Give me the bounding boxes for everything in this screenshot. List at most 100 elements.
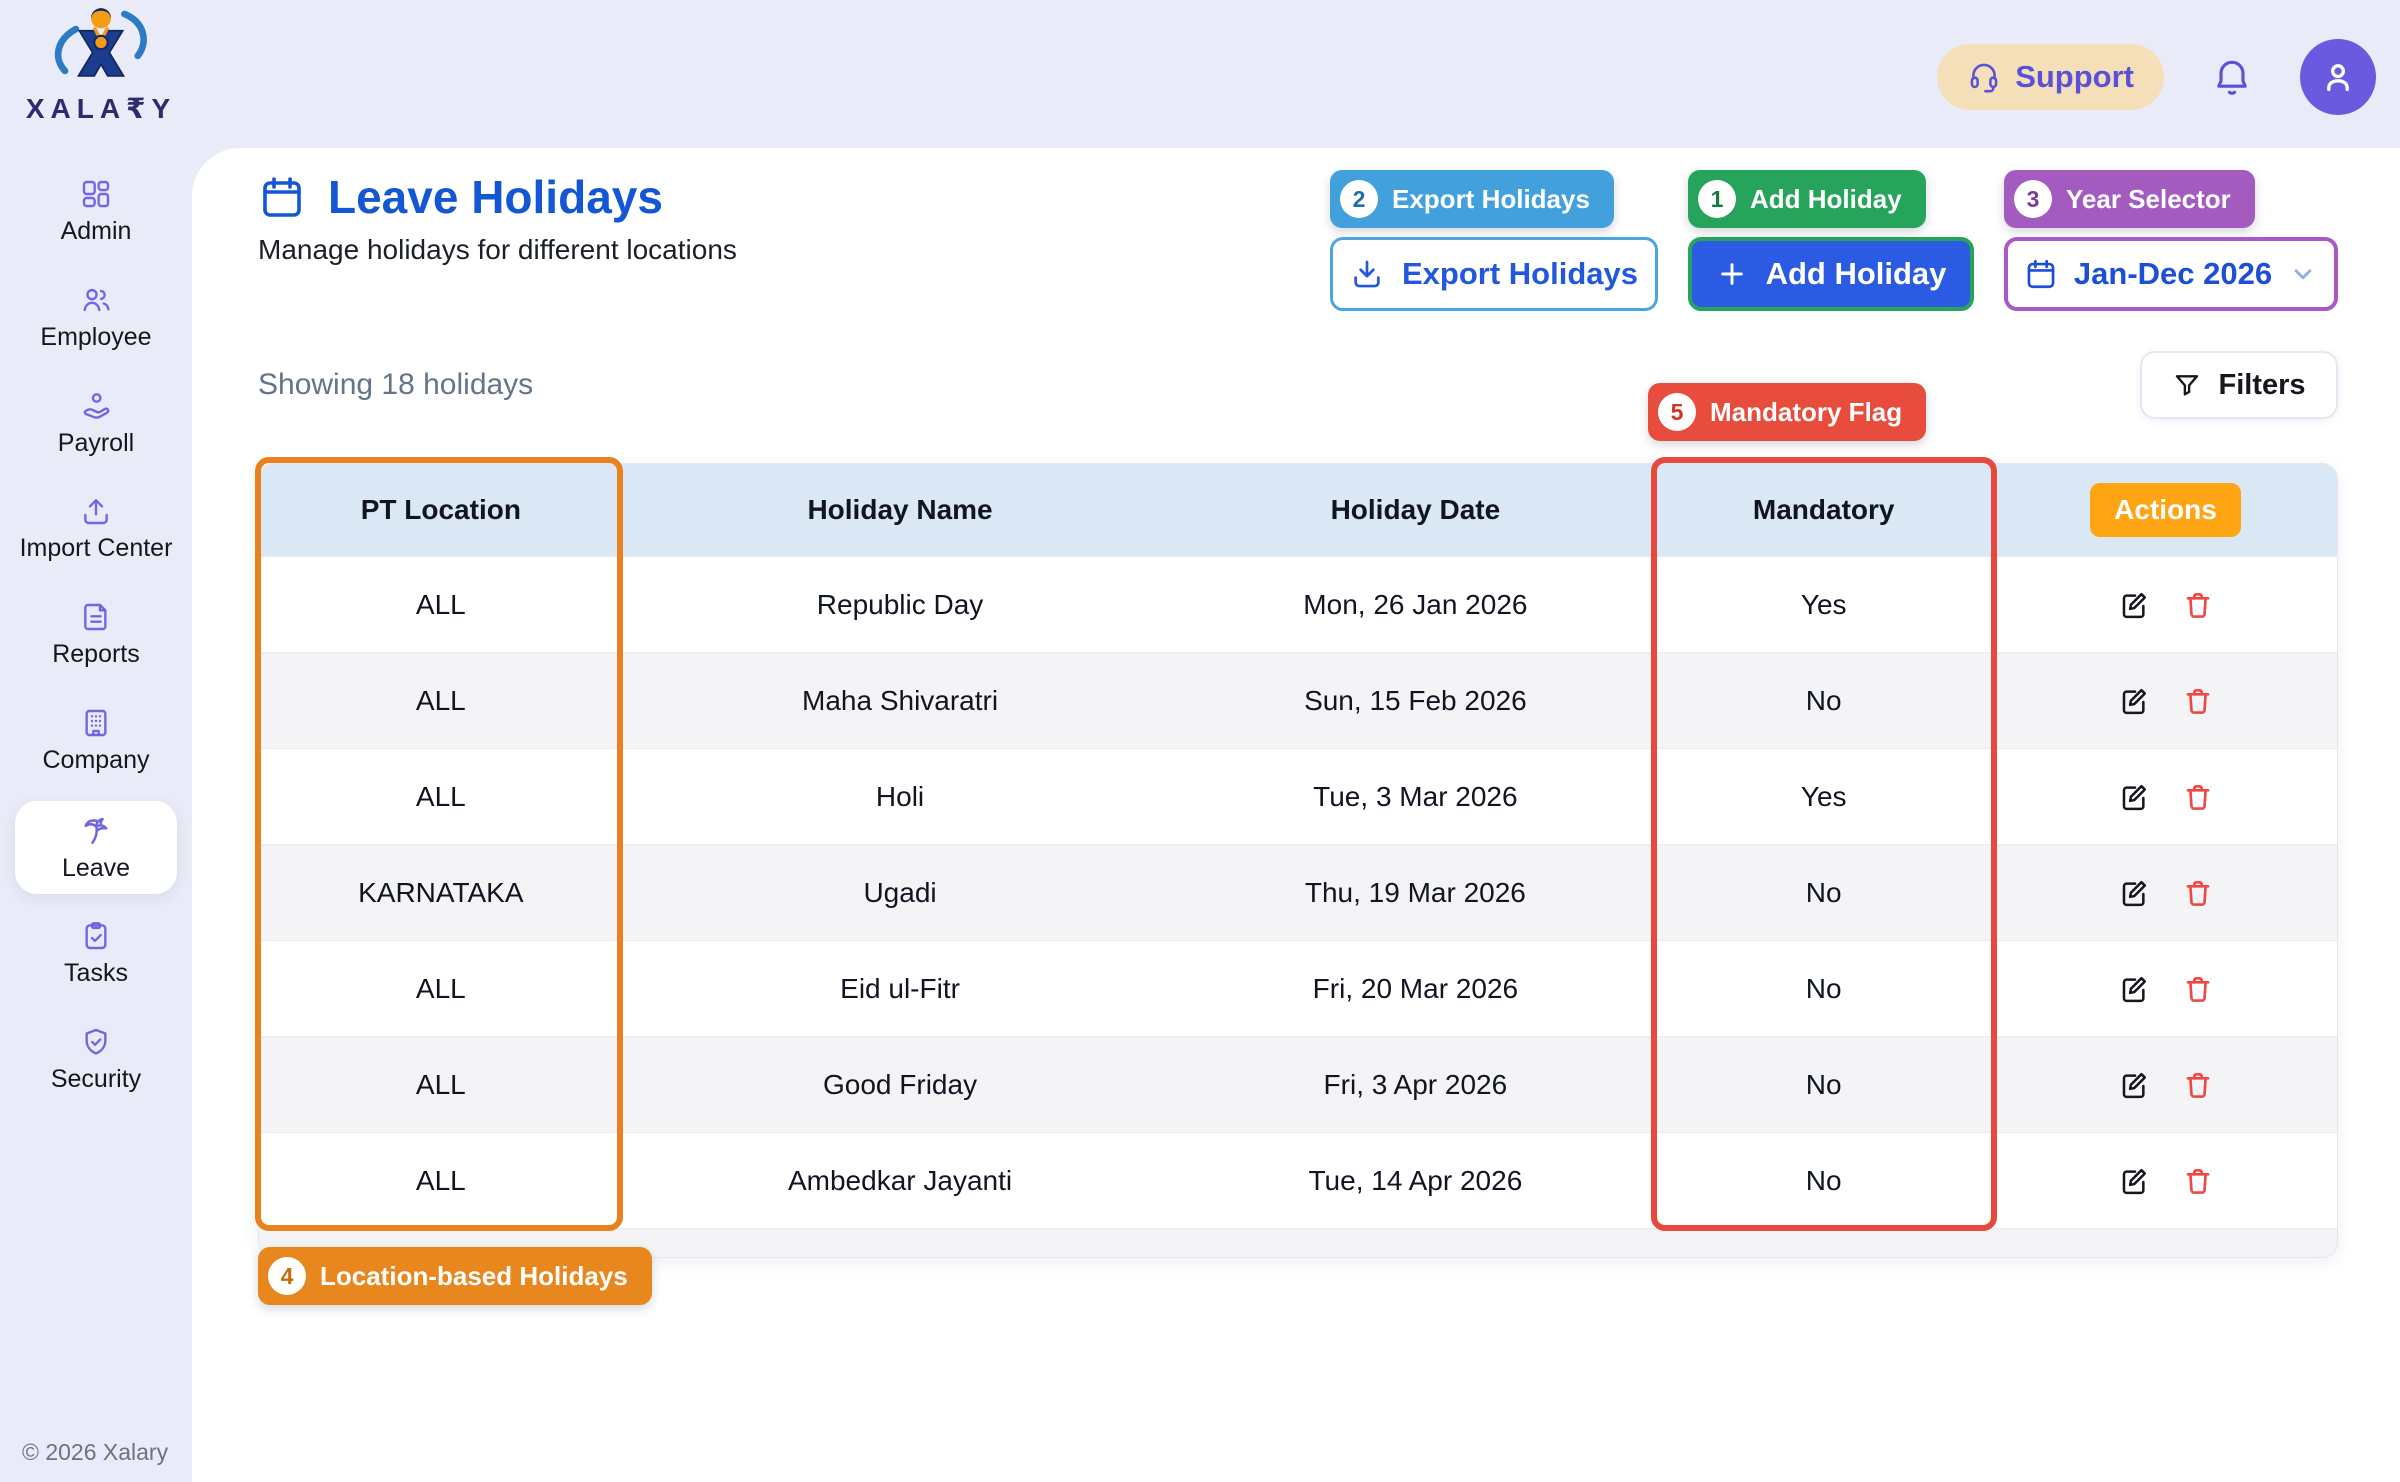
sidebar-item-label: Import Center: [19, 534, 173, 563]
delete-button[interactable]: [2180, 587, 2216, 623]
annotation-label: Export Holidays: [1392, 183, 1590, 214]
edit-button[interactable]: [2116, 1067, 2152, 1103]
table-row: ALL Ambedkar Jayanti Tue, 14 Apr 2026 No: [259, 1132, 2337, 1228]
year-selector-dropdown[interactable]: Jan-Dec 2026: [2004, 237, 2338, 311]
cell-holiday-name: Good Friday: [823, 1068, 978, 1100]
cell-holiday-date: Fri, 3 Apr 2026: [1323, 1068, 1508, 1100]
delete-button[interactable]: [2180, 1163, 2216, 1199]
sidebar-item-label: Payroll: [57, 428, 135, 457]
edit-icon: [2122, 1168, 2146, 1194]
support-label: Support: [2015, 59, 2134, 94]
trash-icon: [2186, 1072, 2209, 1098]
cell-holiday-name: Republic Day: [816, 588, 984, 620]
edit-button[interactable]: [2116, 779, 2152, 815]
cell-holiday-date: Fri, 20 Mar 2026: [1312, 972, 1519, 1004]
sidebar-item-security[interactable]: Security: [15, 1014, 177, 1106]
results-count: Showing 18 holidays: [258, 368, 534, 401]
xalary-logo-icon: [54, 8, 147, 77]
sidebar-item-label: Reports: [52, 640, 140, 668]
cell-mandatory: No: [1805, 1164, 1842, 1196]
chevron-down-icon: [2294, 269, 2312, 280]
delete-button[interactable]: [2180, 683, 2216, 719]
annotation-number: 1: [1698, 180, 1736, 218]
annotation-number: 3: [2014, 180, 2052, 218]
funnel-icon: [2176, 375, 2199, 396]
cell-location: ALL: [415, 1164, 466, 1196]
column-header-actions: Actions: [1994, 483, 2337, 537]
sidebar-item-admin[interactable]: Admin: [15, 166, 177, 258]
trash-icon: [2186, 880, 2209, 906]
cell-mandatory: Yes: [1800, 588, 1847, 620]
headset-icon: [1970, 63, 1998, 93]
annotation-mandatory-flag: 5 Mandatory Flag: [1648, 383, 1927, 441]
edit-button[interactable]: [2116, 587, 2152, 623]
edit-button[interactable]: [2116, 683, 2152, 719]
delete-button[interactable]: [2180, 971, 2216, 1007]
sidebar-item-import-center[interactable]: Import Center: [15, 483, 177, 575]
edit-button[interactable]: [2116, 971, 2152, 1007]
export-button-label: Export Holidays: [1402, 256, 1638, 291]
plus-icon: [1720, 263, 1743, 285]
notifications-bell-icon[interactable]: [2210, 55, 2254, 99]
calendar-icon: [2027, 259, 2055, 289]
cell-holiday-date: Thu, 19 Mar 2026: [1304, 876, 1526, 908]
cell-location: ALL: [415, 588, 466, 620]
add-holiday-button[interactable]: Add Holiday: [1688, 237, 1974, 311]
delete-button[interactable]: [2180, 875, 2216, 911]
column-header-holiday-name: Holiday Name: [807, 494, 993, 525]
person-icon: [2327, 64, 2349, 92]
calendar-icon: [263, 177, 301, 217]
page-subtitle: Manage holidays for different locations: [258, 234, 737, 265]
filters-label: Filters: [2218, 368, 2306, 401]
user-avatar[interactable]: [2300, 39, 2376, 115]
table-row: KARNATAKA Ugadi Thu, 19 Mar 2026 No: [259, 844, 2337, 940]
cell-holiday-date: Sun, 15 Feb 2026: [1304, 684, 1527, 716]
delete-button[interactable]: [2180, 1067, 2216, 1103]
delete-button[interactable]: [2180, 779, 2216, 815]
trash-icon: [2186, 592, 2209, 618]
sidebar-item-tasks[interactable]: Tasks: [15, 908, 177, 1000]
sidebar-item-employee[interactable]: Employee: [15, 272, 177, 364]
support-button[interactable]: Support: [1937, 44, 2164, 110]
trash-icon: [2186, 1168, 2209, 1194]
filters-button[interactable]: Filters: [2140, 351, 2338, 419]
edit-icon: [2122, 688, 2146, 714]
export-holidays-button[interactable]: Export Holidays: [1330, 237, 1658, 311]
cell-mandatory: Yes: [1800, 780, 1847, 812]
edit-button[interactable]: [2116, 875, 2152, 911]
column-header-mandatory: Mandatory: [1752, 494, 1895, 525]
annotation-location-based-holidays: 4 Location-based Holidays: [258, 1247, 652, 1305]
cell-holiday-date: Tue, 3 Mar 2026: [1313, 780, 1518, 812]
add-button-label: Add Holiday: [1765, 256, 1947, 291]
cell-holiday-name: Holi: [875, 780, 925, 812]
cell-holiday-name: Maha Shivaratri: [802, 684, 999, 716]
annotation-label: Year Selector: [2066, 183, 2231, 214]
sidebar-item-label: Tasks: [64, 959, 128, 988]
sidebar-item-company[interactable]: Company: [15, 695, 177, 787]
annotation-number: 2: [1340, 180, 1378, 218]
annotation-number: 5: [1658, 393, 1696, 431]
year-selector-value: Jan-Dec 2026: [2073, 256, 2273, 291]
edit-button[interactable]: [2116, 1163, 2152, 1199]
toolbar: 2 Export Holidays Export Holidays 1 Add …: [1330, 170, 2338, 311]
sidebar-item-leave[interactable]: Leave: [15, 800, 177, 895]
cell-location: KARNATAKA: [358, 876, 524, 908]
annotation-label: Mandatory Flag: [1710, 396, 1903, 427]
table-row: ALL Holi Tue, 3 Mar 2026 Yes: [259, 748, 2337, 844]
sidebar-item-label: Employee: [40, 322, 152, 351]
dashboard-icon: [82, 180, 110, 208]
download-icon: [1354, 260, 1380, 288]
sidebar-item-reports[interactable]: Reports: [15, 589, 177, 681]
palm-tree-icon: [84, 817, 108, 844]
edit-icon: [2122, 1072, 2146, 1098]
column-header-holiday-date: Holiday Date: [1330, 494, 1501, 525]
holidays-table: PT Location Holiday Name Holiday Date Ma…: [255, 383, 2338, 1305]
cell-location: ALL: [415, 684, 466, 716]
cell-location: ALL: [415, 1068, 466, 1100]
sidebar-item-payroll[interactable]: Payroll: [15, 378, 177, 470]
main-content: Leave Holidays Manage holidays for diffe…: [192, 148, 2400, 1482]
cell-location: ALL: [415, 780, 466, 812]
document-icon: [84, 603, 107, 631]
table-row: ALL Eid ul-Fitr Fri, 20 Mar 2026 No: [259, 940, 2337, 1036]
cell-holiday-name: Ugadi: [863, 876, 937, 908]
